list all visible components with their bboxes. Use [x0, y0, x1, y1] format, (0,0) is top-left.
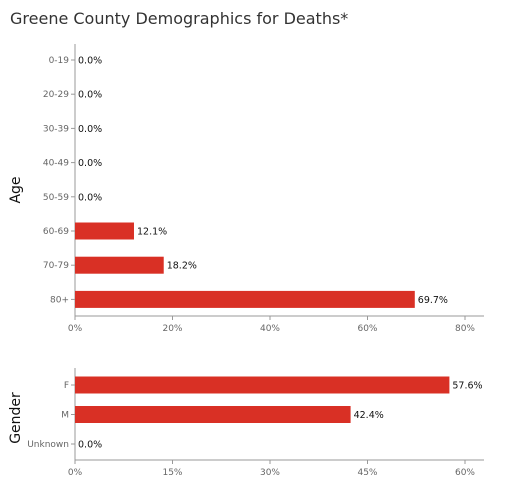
data-label: 0.0% — [78, 56, 102, 67]
y-tick-label: M — [61, 411, 69, 421]
data-label: 69.7% — [418, 295, 448, 306]
y-tick-label: F — [64, 381, 69, 391]
x-tick-label: 15% — [162, 468, 182, 478]
data-label: 0.0% — [78, 158, 102, 169]
y-tick-label: 50-59 — [43, 193, 69, 203]
data-label: 42.4% — [354, 410, 384, 421]
x-tick-label: 30% — [260, 468, 280, 478]
y-axis-title: Gender — [8, 392, 24, 444]
data-label: 0.0% — [78, 124, 102, 135]
x-tick-label: 60% — [357, 324, 377, 334]
y-tick-label: 60-69 — [43, 227, 69, 237]
chart-title: Greene County Demographics for Deaths* — [10, 9, 349, 28]
x-tick-label: 40% — [260, 324, 280, 334]
y-tick-label: 0-19 — [49, 56, 70, 66]
x-tick-label: 20% — [162, 324, 182, 334]
y-tick-label: 70-79 — [43, 261, 69, 271]
bar — [75, 256, 164, 274]
y-tick-label: 80+ — [50, 295, 69, 305]
bar — [75, 222, 134, 240]
y-tick-label: 30-39 — [43, 124, 69, 134]
gender-panel: Gender F 57.6% M 42.4% Unknown 0.0% 0% 15% 30% 45%… — [8, 368, 484, 478]
bar — [75, 406, 351, 423]
y-tick-label: Unknown — [27, 440, 69, 450]
bar — [75, 290, 415, 308]
y-tick-label: 40-49 — [43, 159, 69, 169]
y-tick-label: 20-29 — [43, 90, 69, 100]
x-tick-label: 80% — [455, 324, 475, 334]
x-tick-label: 0% — [68, 468, 83, 478]
data-label: 0.0% — [78, 192, 102, 203]
x-tick-label: 0% — [68, 324, 83, 334]
data-label: 0.0% — [78, 440, 102, 451]
bar — [75, 376, 450, 394]
data-label: 57.6% — [452, 381, 482, 392]
data-label: 12.1% — [137, 227, 167, 238]
x-tick-label: 60% — [455, 468, 475, 478]
data-label: 0.0% — [78, 90, 102, 101]
data-label: 18.2% — [167, 261, 197, 272]
y-axis-title: Age — [8, 176, 24, 203]
x-tick-label: 45% — [357, 468, 377, 478]
age-panel: Age 0-19 0.0% 20-29 0.0% 30-39 0.0% 40-49 0.0% 50… — [8, 44, 484, 334]
